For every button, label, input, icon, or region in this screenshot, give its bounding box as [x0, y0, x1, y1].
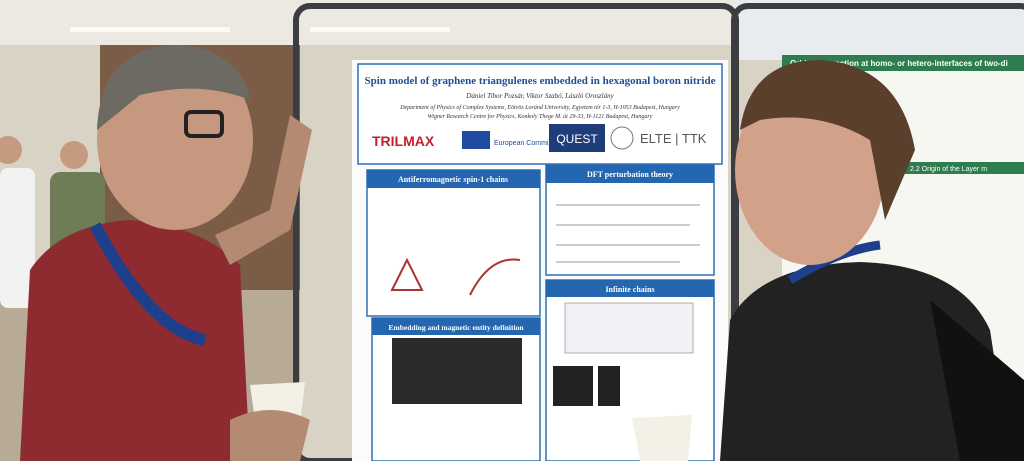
person-hand: [230, 410, 310, 461]
background-person-head: [0, 136, 22, 164]
ceiling-light: [70, 27, 230, 32]
poster-affiliation: Department of Physics of Complex Systems…: [399, 104, 680, 111]
section-header: [546, 280, 714, 297]
quest-logo-box: [549, 124, 605, 152]
section-header: [372, 318, 540, 335]
logo: ELTE | TTK: [640, 131, 707, 146]
ceiling-light: [310, 27, 450, 32]
section-heading: 2.2 Origin of the Layer m: [910, 166, 987, 173]
section-heading: DFT perturbation theory: [587, 170, 673, 179]
logo: QUEST: [556, 132, 598, 146]
section-header: [905, 162, 1024, 174]
figure: [598, 366, 620, 406]
section-heading: Infinite chains: [605, 285, 654, 294]
section-header: [546, 165, 714, 183]
lanyard: [89, 222, 207, 346]
poster-title: Orbital interaction at homo- or hetero-i…: [790, 59, 1008, 68]
section-box: [366, 169, 541, 317]
logo: TRILMAX: [372, 133, 435, 149]
figure: [392, 338, 522, 404]
figure: [553, 366, 593, 406]
logo: European Commission: [494, 140, 565, 147]
section-header: [367, 170, 540, 188]
board-frame: [731, 3, 1024, 461]
person-hair: [740, 60, 915, 220]
section-box: [545, 164, 715, 276]
window: [735, 0, 1024, 60]
section-heading: Antiferromagnetic spin-1 chains: [398, 175, 508, 184]
person-hair: [97, 45, 250, 130]
section-heading: Embedding and magnetic entity definition: [388, 323, 524, 332]
background-person-head: [60, 141, 88, 169]
figure: [390, 257, 521, 296]
elte-seal: [610, 126, 634, 150]
person-shirt: [20, 220, 250, 461]
cup: [632, 415, 692, 461]
eu-flag: [462, 131, 490, 149]
person-arm: [215, 115, 312, 265]
poster-authors: Dániel Tibor Pozsár, Viktor Szabó, Lászl…: [465, 92, 614, 100]
figure: [564, 302, 694, 354]
poster-affiliation: Wigner Research Centre for Physics, Konk…: [428, 113, 653, 120]
poster-title: Spin model of graphene triangulenes embe…: [365, 75, 716, 87]
poster-header: [357, 63, 723, 165]
backpack: [930, 300, 1024, 461]
glasses: [184, 110, 224, 138]
equations: [556, 204, 700, 263]
background-person: [0, 168, 35, 308]
